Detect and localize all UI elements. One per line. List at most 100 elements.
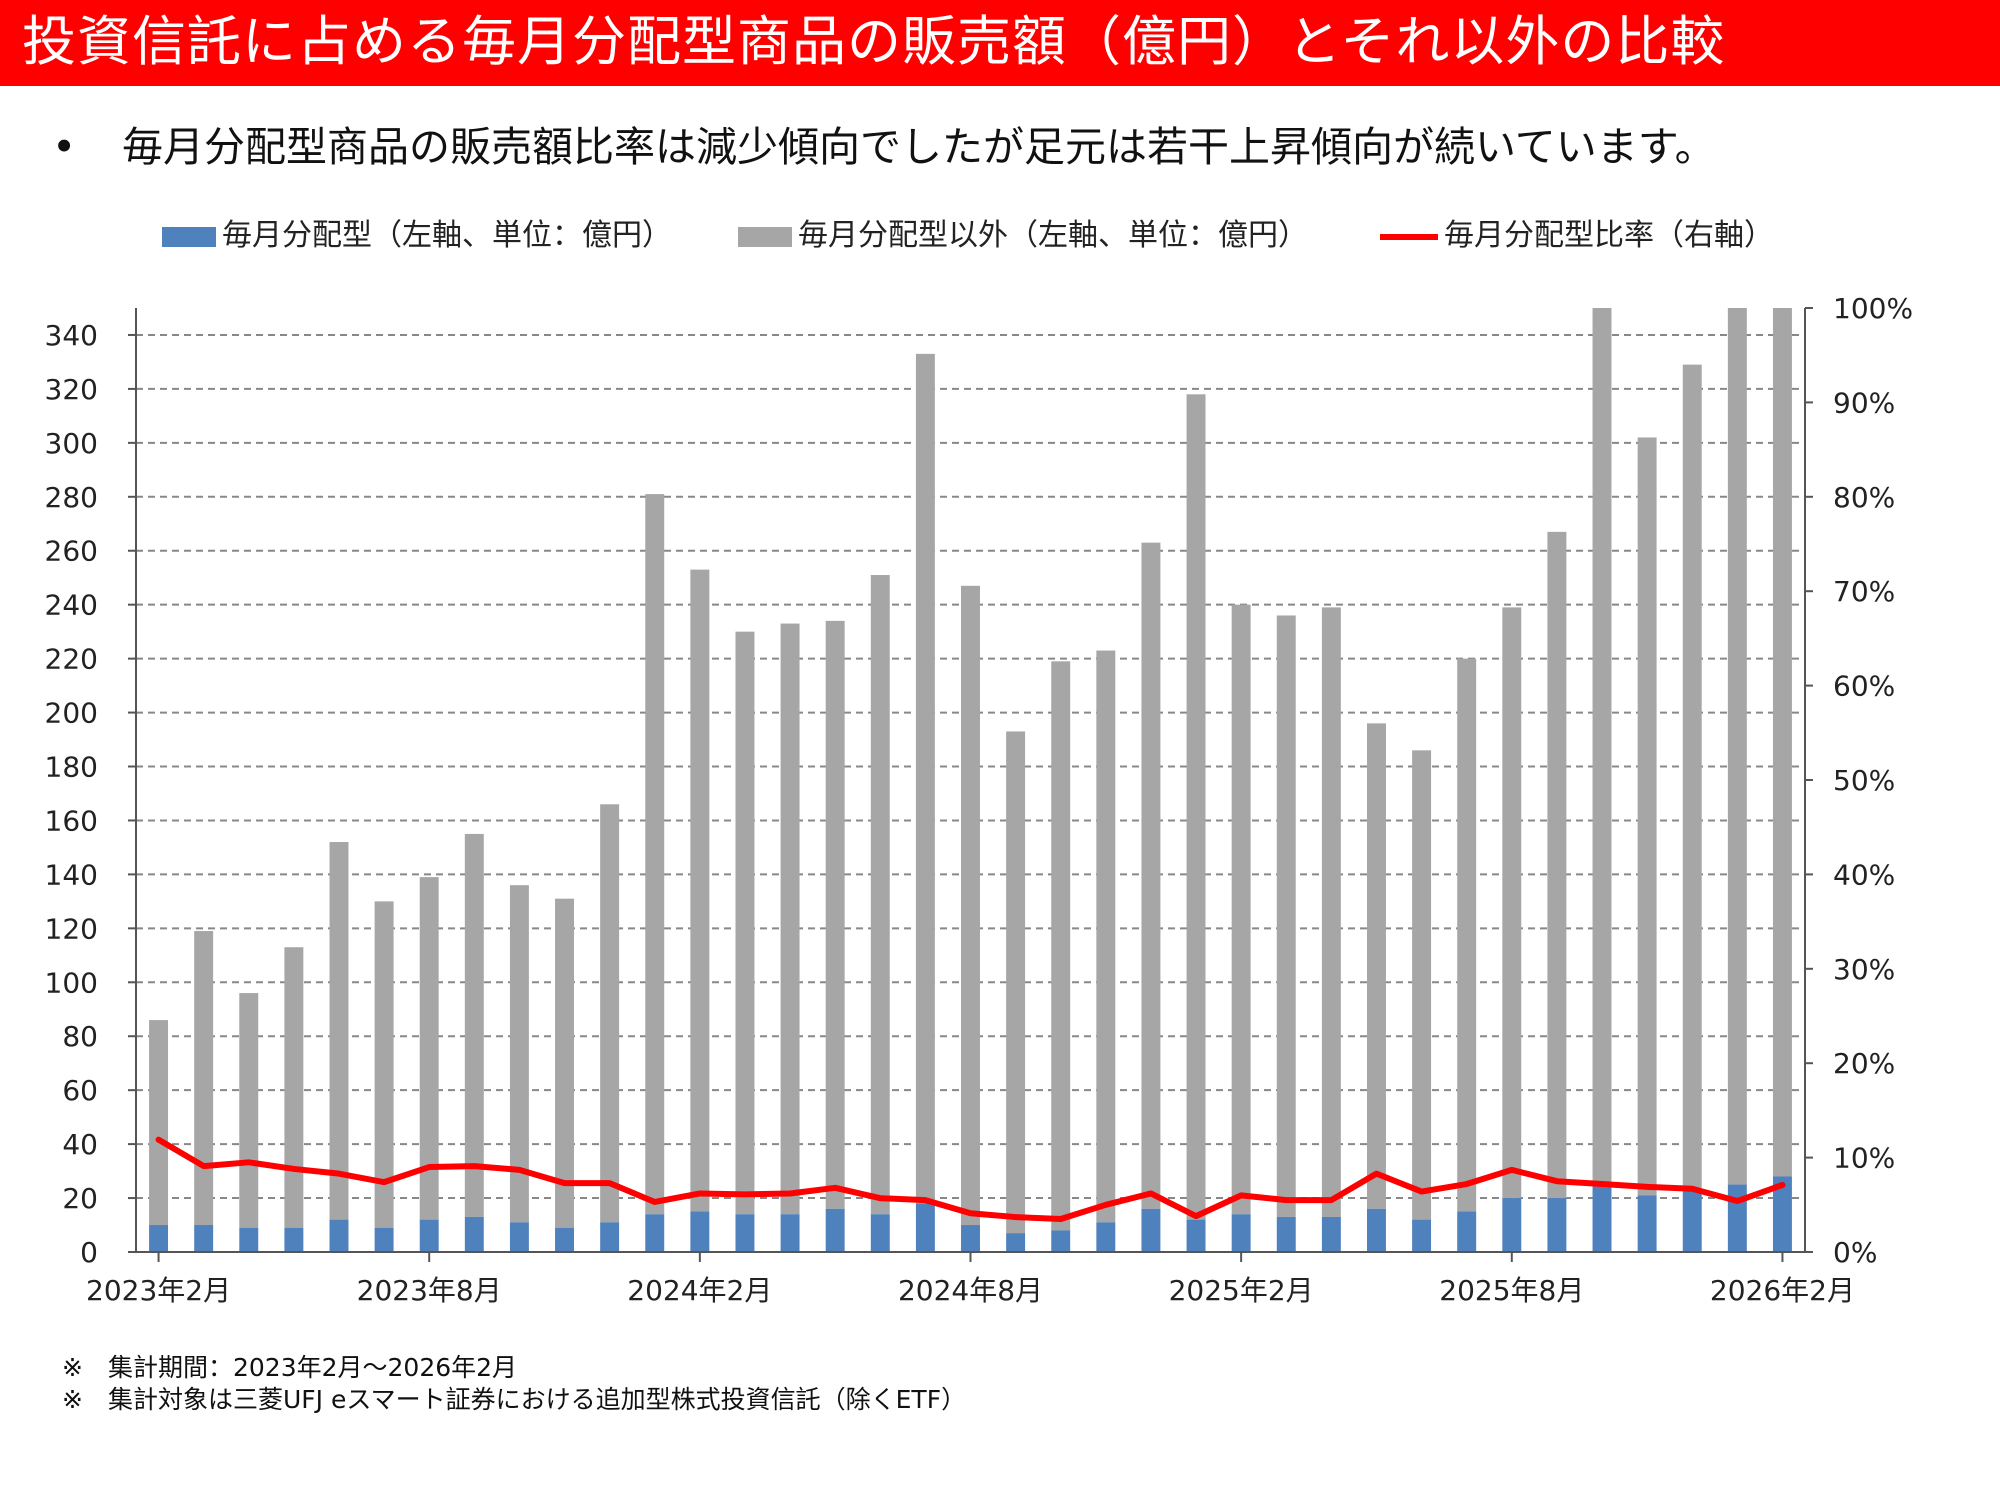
bar-other	[464, 833, 484, 1217]
ratio-point	[788, 1191, 792, 1195]
footnote-mark: ※	[62, 1385, 83, 1414]
ratio-point	[247, 1160, 251, 1164]
y-left-tick-label: 120	[45, 912, 98, 945]
x-tick-label: 2023年8月	[357, 1274, 502, 1307]
bar-monthly	[1727, 1184, 1747, 1252]
y-right-tick-label: 10%	[1833, 1142, 1895, 1175]
subtitle: • 毎月分配型商品の販売額比率は減少傾向でしたが足元は若干上昇傾向が続いています。	[52, 122, 1716, 172]
ratio-point	[653, 1200, 657, 1204]
bar-other	[1727, 308, 1747, 1185]
footnote-scope: ※ 集計対象は三菱UFJ eスマート証券における追加型株式投資信託（除くETF）	[62, 1384, 966, 1416]
bar-monthly	[1141, 1208, 1161, 1252]
bar-other	[1231, 604, 1251, 1215]
bar-monthly	[690, 1211, 710, 1252]
ratio-point	[427, 1165, 431, 1169]
ratio-point	[833, 1186, 837, 1190]
bar-monthly	[1592, 1184, 1612, 1252]
bar-other	[1637, 437, 1657, 1196]
bar-monthly	[509, 1222, 529, 1252]
y-left-tick-label: 260	[45, 535, 98, 568]
y-right-tick-label: 0%	[1833, 1236, 1877, 1269]
bar-monthly	[374, 1227, 394, 1252]
ratio-point	[1149, 1191, 1153, 1195]
footnote-period-text: 集計期間：2023年2月～2026年2月	[108, 1353, 518, 1382]
bar-other	[1592, 308, 1612, 1185]
y-left-tick-label: 40	[62, 1128, 98, 1161]
bar-monthly	[464, 1216, 484, 1252]
bar-monthly	[1772, 1176, 1792, 1252]
bar-monthly	[1321, 1216, 1341, 1252]
bar-other	[419, 877, 439, 1220]
ratio-point	[1104, 1203, 1108, 1207]
y-right-tick-label: 70%	[1833, 575, 1895, 608]
y-left-tick-label: 340	[45, 319, 98, 352]
ratio-point	[698, 1191, 702, 1195]
y-left-tick-label: 20	[62, 1182, 98, 1215]
x-tick-label: 2024年2月	[627, 1274, 772, 1307]
bar-other	[1006, 731, 1026, 1234]
bar-other	[825, 620, 845, 1209]
y-left-tick-label: 320	[45, 373, 98, 406]
bar-other	[645, 494, 665, 1215]
bar-monthly	[1502, 1198, 1522, 1252]
bar-other	[1412, 750, 1432, 1220]
x-tick-label: 2024年8月	[898, 1274, 1043, 1307]
tick-labels: 0 20 40 60 80 100 120 140 160 180 200 220 240 260 280 3…	[45, 292, 1914, 1307]
bar-other	[600, 804, 620, 1223]
ratio-point	[1374, 1172, 1378, 1176]
footnote-period: ※ 集計期間：2023年2月～2026年2月	[62, 1352, 517, 1384]
bullet-marker: •	[52, 123, 77, 171]
ratio-point	[1284, 1198, 1288, 1202]
bar-monthly	[329, 1219, 349, 1252]
x-tick-label: 2025年8月	[1439, 1274, 1584, 1307]
bar-monthly	[284, 1227, 304, 1252]
subtitle-text: 毎月分配型商品の販売額比率は減少傾向でしたが足元は若干上昇傾向が続いています。	[122, 123, 1716, 171]
bar-other	[1051, 661, 1071, 1231]
y-right-tick-label: 60%	[1833, 670, 1895, 703]
ratio-point	[157, 1138, 161, 1142]
bar-other	[915, 353, 935, 1204]
legend-swatch-other	[738, 227, 792, 247]
ratio-point	[472, 1164, 476, 1168]
bar-monthly	[825, 1208, 845, 1252]
y-right-tick-label: 90%	[1833, 386, 1895, 419]
y-left-tick-label: 280	[45, 481, 98, 514]
ratio-point	[608, 1181, 612, 1185]
legend-swatch-ratio	[1380, 234, 1438, 240]
ratio-point	[743, 1192, 747, 1196]
bar-other	[284, 947, 304, 1228]
bar-monthly	[1547, 1198, 1567, 1252]
ratio-point	[1645, 1185, 1649, 1189]
bar-monthly	[915, 1203, 935, 1252]
bar-other	[1321, 607, 1341, 1217]
ratio-point	[1465, 1182, 1469, 1186]
y-left-tick-label: 220	[45, 643, 98, 676]
bar-other	[690, 569, 710, 1212]
ratio-point	[1690, 1187, 1694, 1191]
ratio-point	[1014, 1215, 1018, 1219]
footnote-scope-text: 集計対象は三菱UFJ eスマート証券における追加型株式投資信託（除くETF）	[108, 1385, 967, 1414]
bar-monthly	[1186, 1219, 1206, 1252]
ratio-point	[923, 1198, 927, 1202]
y-right-tick-label: 100%	[1833, 292, 1913, 325]
y-left-tick-label: 300	[45, 427, 98, 460]
bar-monthly	[961, 1225, 980, 1252]
y-left-tick-label: 0	[80, 1236, 98, 1269]
ratio-point	[1780, 1183, 1784, 1187]
bar-other	[1141, 542, 1161, 1209]
bar-other	[374, 901, 394, 1228]
x-tick-label: 2023年2月	[86, 1274, 231, 1307]
ratio-point	[382, 1180, 386, 1184]
ratio-point	[517, 1168, 521, 1172]
ratio-point	[1600, 1182, 1604, 1186]
bar-monthly	[1412, 1219, 1432, 1252]
y-left-tick-label: 160	[45, 804, 98, 837]
bar-other	[509, 885, 529, 1223]
page-title: 投資信託に占める毎月分配型商品の販売額（億円）とそれ以外の比較	[22, 10, 1726, 73]
y-right-tick-label: 40%	[1833, 858, 1895, 891]
bar-monthly	[870, 1214, 890, 1252]
ratio-point	[337, 1172, 341, 1176]
bar-monthly	[1096, 1222, 1116, 1252]
ratio-point	[1059, 1217, 1063, 1221]
bar-monthly	[1006, 1233, 1026, 1252]
